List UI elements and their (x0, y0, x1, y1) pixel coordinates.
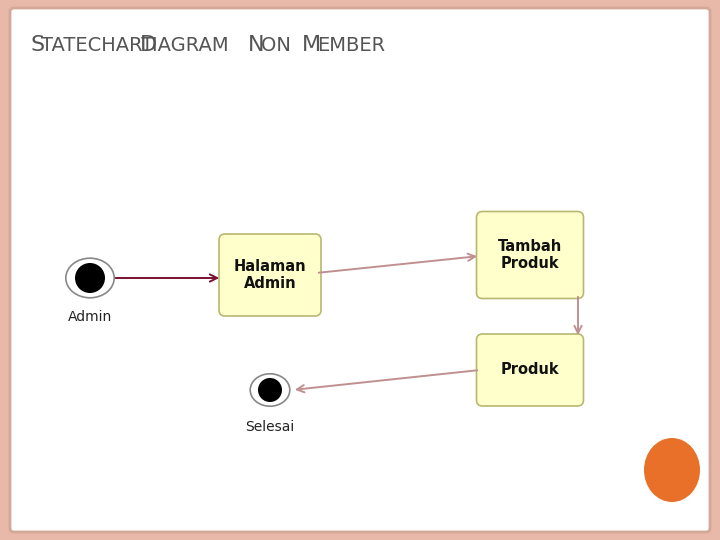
Ellipse shape (66, 258, 114, 298)
Text: ON: ON (261, 36, 297, 55)
Circle shape (258, 378, 282, 402)
Text: Halaman
Admin: Halaman Admin (234, 259, 306, 291)
FancyBboxPatch shape (477, 334, 583, 406)
FancyBboxPatch shape (477, 212, 583, 299)
Text: EMBER: EMBER (317, 36, 385, 55)
Text: Admin: Admin (68, 310, 112, 324)
FancyBboxPatch shape (10, 8, 710, 532)
Text: S: S (30, 35, 44, 55)
Text: D: D (140, 35, 157, 55)
Text: Produk: Produk (500, 362, 559, 377)
FancyBboxPatch shape (219, 234, 321, 316)
Text: IAGRAM: IAGRAM (152, 36, 235, 55)
Text: Selesai: Selesai (246, 420, 294, 434)
Ellipse shape (251, 374, 289, 406)
Text: N: N (248, 35, 264, 55)
Text: TATECHART: TATECHART (41, 36, 160, 55)
Text: Tambah
Produk: Tambah Produk (498, 239, 562, 271)
Ellipse shape (644, 438, 700, 502)
Text: M: M (302, 35, 321, 55)
Circle shape (75, 263, 105, 293)
